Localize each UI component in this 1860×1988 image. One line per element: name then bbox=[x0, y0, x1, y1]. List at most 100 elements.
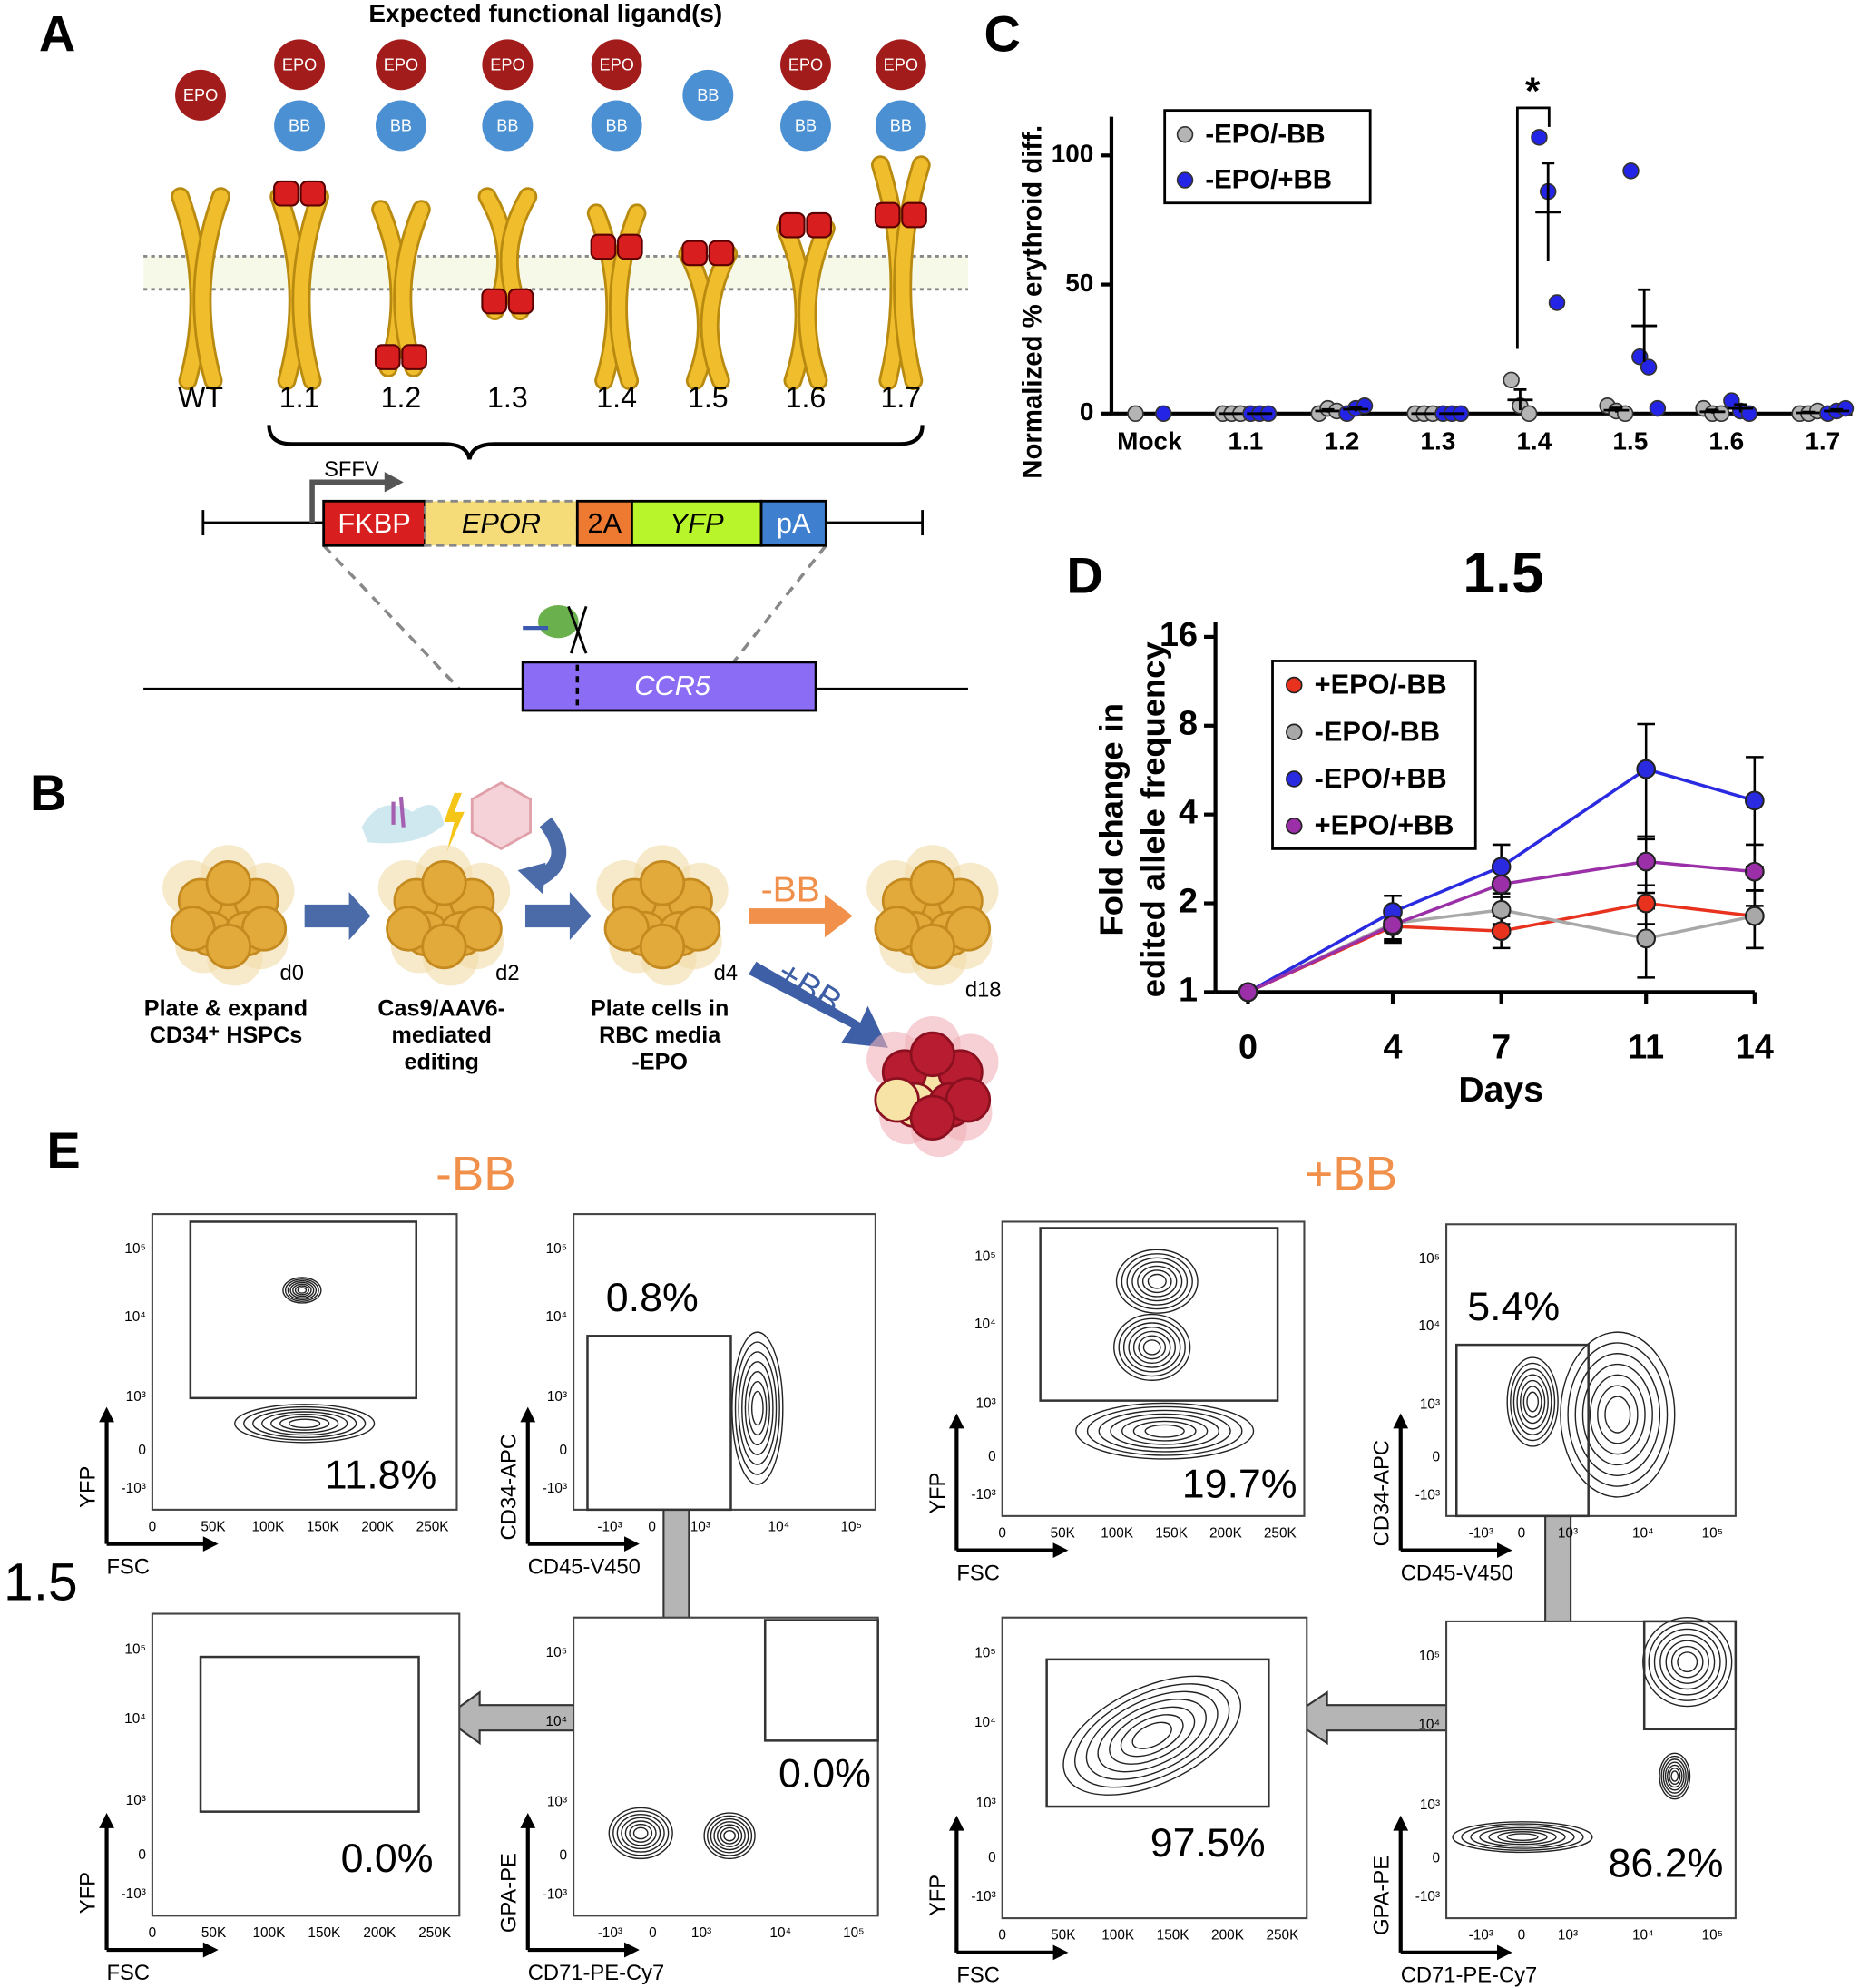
gate bbox=[1045, 1658, 1270, 1808]
gate bbox=[199, 1655, 420, 1813]
x-tick-label: -10³ bbox=[598, 1925, 622, 1941]
x-tick-label: 150K bbox=[307, 1520, 340, 1535]
contour bbox=[1062, 1675, 1242, 1796]
contour bbox=[1659, 1634, 1716, 1690]
x-axis-label: CD45-V450 bbox=[1401, 1561, 1513, 1585]
x-tick-label: 100K bbox=[1101, 1928, 1135, 1944]
arrowhead bbox=[99, 1813, 219, 1958]
contour bbox=[1669, 1767, 1681, 1786]
gate-percent: 86.2% bbox=[1609, 1841, 1724, 1886]
contour bbox=[297, 1287, 308, 1294]
contour bbox=[1520, 1379, 1546, 1425]
y-tick-label: 10⁴ bbox=[1418, 1717, 1440, 1732]
ligand bbox=[375, 100, 426, 152]
ligand bbox=[591, 39, 642, 91]
condition-label: -BB bbox=[761, 870, 820, 909]
legend-label: -EPO/+BB bbox=[1315, 762, 1447, 794]
step-caption: mediated bbox=[391, 1023, 491, 1048]
contour bbox=[1110, 1413, 1220, 1449]
cell bbox=[421, 923, 467, 970]
contour bbox=[1118, 1317, 1186, 1377]
x-tick-label: 10⁵ bbox=[1702, 1928, 1723, 1944]
data-point bbox=[1127, 405, 1144, 423]
contour bbox=[294, 1285, 309, 1296]
x-axis-label: FSC bbox=[107, 1961, 150, 1985]
x-tick-label: 0 bbox=[648, 1520, 656, 1535]
condition-title: -BB bbox=[436, 1148, 516, 1201]
y-tick-label: -10³ bbox=[1415, 1889, 1440, 1905]
contour bbox=[710, 1817, 749, 1854]
data-point bbox=[1649, 399, 1667, 417]
y-tick-label: 0 bbox=[560, 1443, 568, 1458]
plot-frame bbox=[151, 1213, 458, 1511]
gate-percent: 0.8% bbox=[606, 1275, 699, 1320]
x-tick-label: 4 bbox=[1384, 1027, 1403, 1065]
x-axis-label: FSC bbox=[956, 1561, 1000, 1585]
construct-label: 1.1 bbox=[279, 381, 320, 414]
contour bbox=[252, 1408, 357, 1439]
y-tick-label: 10⁴ bbox=[124, 1309, 146, 1325]
contour bbox=[624, 1820, 657, 1846]
receptor-chain bbox=[294, 190, 328, 388]
y-axis-label: CD34-APC bbox=[1369, 1440, 1394, 1546]
x-tick-label: 250K bbox=[416, 1520, 450, 1535]
arrowhead bbox=[520, 1406, 640, 1552]
ligand bbox=[780, 100, 831, 152]
contour bbox=[1109, 1706, 1196, 1765]
contour bbox=[1648, 1622, 1728, 1701]
arrowhead bbox=[1393, 1815, 1512, 1961]
data-point bbox=[1636, 893, 1657, 914]
step-caption: Plate & expand bbox=[144, 996, 308, 1022]
plus-arrow bbox=[749, 961, 888, 1048]
contour bbox=[720, 1826, 739, 1845]
data-point bbox=[1503, 371, 1520, 389]
plot-frame bbox=[1445, 1223, 1737, 1517]
ligand-label: EPO bbox=[599, 56, 633, 74]
contour bbox=[1516, 1374, 1549, 1430]
contour bbox=[1461, 1823, 1584, 1851]
x-tick-label: 10⁴ bbox=[1632, 1928, 1654, 1944]
fkbp-domain bbox=[299, 180, 327, 207]
contour bbox=[1677, 1651, 1698, 1673]
contour bbox=[1470, 1825, 1575, 1849]
cell bbox=[639, 859, 686, 906]
y-tick-label: -10³ bbox=[122, 1886, 146, 1902]
legend-marker bbox=[1286, 676, 1303, 694]
contour bbox=[1660, 1755, 1689, 1797]
gate-percent: 19.7% bbox=[1182, 1462, 1297, 1507]
data-point bbox=[1491, 899, 1512, 920]
x-tick-label: 1.2 bbox=[1324, 426, 1359, 455]
ligand bbox=[175, 69, 226, 121]
x-tick-label: 10⁴ bbox=[768, 1520, 790, 1535]
minus-arrow bbox=[749, 894, 853, 938]
axis-arrow bbox=[104, 1416, 209, 1546]
x-tick-label: 150K bbox=[1157, 1928, 1190, 1944]
contour bbox=[1126, 1257, 1189, 1306]
ligand-label: BB bbox=[390, 117, 412, 135]
construct-label: 1.5 bbox=[688, 381, 729, 414]
contour bbox=[713, 1821, 746, 1851]
x-tick-label: 0 bbox=[149, 1520, 157, 1535]
fkbp-domain bbox=[874, 201, 901, 229]
construct-label: 1.3 bbox=[487, 381, 528, 414]
y-tick-label: 10⁵ bbox=[1419, 1251, 1440, 1267]
x-tick-label: 7 bbox=[1492, 1027, 1511, 1065]
x-tick-label: 0 bbox=[649, 1925, 657, 1941]
y-tick-label: 10³ bbox=[975, 1796, 995, 1811]
cell bbox=[909, 923, 955, 970]
fkbp-domain bbox=[681, 240, 708, 267]
data-point bbox=[1383, 915, 1403, 935]
y-tick-label: 10³ bbox=[547, 1795, 567, 1810]
gate-percent: 5.4% bbox=[1467, 1284, 1560, 1329]
data-point bbox=[1521, 405, 1538, 423]
contour bbox=[1122, 1322, 1181, 1373]
ligand bbox=[482, 100, 534, 152]
fkbp-domain bbox=[481, 288, 508, 315]
data-point bbox=[1636, 851, 1657, 872]
contour bbox=[1147, 1273, 1167, 1289]
legend-label: -EPO/+BB bbox=[1205, 165, 1332, 195]
y-axis-label: GPA-PE bbox=[496, 1853, 521, 1933]
contour bbox=[1662, 1758, 1687, 1794]
x-tick-label: 10⁵ bbox=[841, 1520, 862, 1535]
